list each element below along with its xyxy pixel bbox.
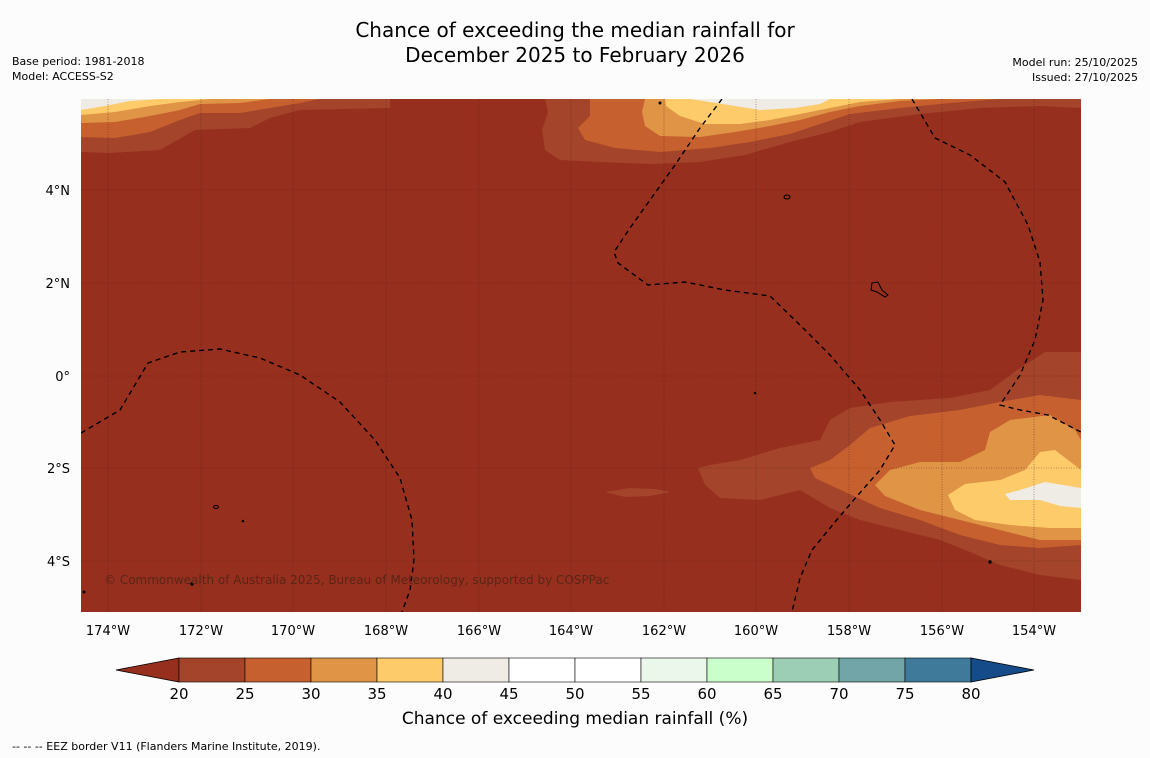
colorbar-cell bbox=[310, 657, 378, 683]
lon-tick-label: 168°W bbox=[364, 624, 408, 639]
contour-40-45-north bbox=[665, 99, 900, 124]
issued-text: Issued: 27/10/2025 bbox=[1031, 71, 1138, 84]
colorbar-tick-label: 35 bbox=[367, 685, 386, 703]
colorbar-cell bbox=[244, 657, 312, 683]
eez-border-west bbox=[81, 348, 415, 612]
meta-right: Model run: 25/10/2025 Issued: 27/10/2025 bbox=[1012, 55, 1138, 85]
lon-tick-label: 162°W bbox=[642, 624, 686, 639]
colorbar-above-arrow bbox=[970, 657, 1035, 683]
colorbar-tick-label: 75 bbox=[895, 685, 914, 703]
eez-legend-note: -- -- -- EEZ border V11 (Flanders Marine… bbox=[12, 740, 321, 753]
colorbar-cell bbox=[904, 657, 972, 683]
eez-border-central bbox=[613, 99, 896, 612]
lon-tick-label: 174°W bbox=[86, 624, 130, 639]
map-area: © Commonwealth of Australia 2025, Bureau… bbox=[81, 99, 1081, 612]
island-outline bbox=[988, 560, 992, 564]
colorbar-cell bbox=[772, 657, 840, 683]
lon-tick-label: 160°W bbox=[734, 624, 778, 639]
lon-tick-label: 166°W bbox=[457, 624, 501, 639]
lat-axis-labels: 4°N 2°N 0° 2°S 4°S bbox=[46, 184, 71, 570]
title-line-1: Chance of exceeding the median rainfall … bbox=[355, 18, 795, 42]
lon-tick-label: 172°W bbox=[179, 624, 223, 639]
island-outline bbox=[658, 101, 662, 105]
lat-tick-label: 2°S bbox=[47, 462, 70, 477]
colorbar-cell bbox=[442, 657, 510, 683]
island-outline bbox=[753, 391, 757, 395]
contour-45-50-nw bbox=[81, 99, 160, 110]
island-outline bbox=[82, 590, 86, 594]
colorbar-tick-label: 20 bbox=[169, 685, 188, 703]
copyright-text: © Commonwealth of Australia 2025, Bureau… bbox=[104, 573, 609, 587]
chart-title: Chance of exceeding the median rainfall … bbox=[0, 18, 1150, 68]
colorbar-tick-label: 65 bbox=[763, 685, 782, 703]
base-period-text: Base period: 1981-2018 bbox=[12, 55, 145, 68]
colorbar-tick-label: 55 bbox=[631, 685, 650, 703]
colorbar-tick-label: 25 bbox=[235, 685, 254, 703]
model-text: Model: ACCESS-S2 bbox=[12, 70, 114, 83]
lon-tick-label: 156°W bbox=[920, 624, 964, 639]
colorbar-cell bbox=[178, 657, 246, 683]
colorbar-tick-label: 45 bbox=[499, 685, 518, 703]
contour-45-50-north bbox=[690, 99, 830, 110]
colorbar-label: Chance of exceeding median rainfall (%) bbox=[401, 709, 749, 729]
lat-tick-label: 0° bbox=[55, 370, 70, 385]
colorbar-tick-label: 80 bbox=[961, 685, 980, 703]
colorbar-cell bbox=[508, 657, 576, 683]
islands bbox=[82, 101, 992, 594]
colorbar: 20 25 30 35 40 45 50 55 60 65 70 75 80 bbox=[115, 657, 1035, 703]
lon-tick-label: 164°W bbox=[549, 624, 593, 639]
colorbar-tick-label: 40 bbox=[433, 685, 452, 703]
island-outline bbox=[190, 582, 194, 586]
colorbar-cell bbox=[706, 657, 774, 683]
island-outline bbox=[870, 281, 889, 298]
lat-tick-label: 4°N bbox=[46, 184, 71, 199]
meta-left: Base period: 1981-2018 Model: ACCESS-S2 bbox=[12, 54, 144, 84]
eez-borders bbox=[81, 99, 1081, 612]
contour-45-50-se bbox=[1005, 482, 1081, 508]
lat-tick-label: 2°N bbox=[46, 277, 71, 292]
lon-axis-labels: 174°W 172°W 170°W 168°W 166°W 164°W 162°… bbox=[86, 624, 1056, 639]
contour-40-45-se bbox=[948, 450, 1081, 528]
colorbar-cell bbox=[838, 657, 906, 683]
colorbar-tick-label: 50 bbox=[565, 685, 584, 703]
island-outline bbox=[783, 194, 791, 200]
title-line-2: December 2025 to February 2026 bbox=[405, 43, 745, 67]
eez-border-east bbox=[911, 99, 1081, 433]
colorbar-cell bbox=[640, 657, 708, 683]
island-outline bbox=[241, 519, 245, 523]
colorbar-cell bbox=[376, 657, 444, 683]
lon-tick-label: 158°W bbox=[827, 624, 871, 639]
colorbar-tick-label: 30 bbox=[301, 685, 320, 703]
model-run-text: Model run: 25/10/2025 bbox=[1012, 56, 1138, 69]
graticule bbox=[81, 99, 1081, 612]
colorbar-cell bbox=[574, 657, 642, 683]
lon-tick-label: 154°W bbox=[1012, 624, 1056, 639]
contour-25-30-tongue bbox=[605, 488, 670, 497]
colorbar-tick-label: 60 bbox=[697, 685, 716, 703]
colorbar-below-arrow bbox=[115, 657, 180, 683]
island-outline bbox=[213, 505, 219, 509]
lat-tick-label: 4°S bbox=[47, 555, 70, 570]
lon-tick-label: 170°W bbox=[271, 624, 315, 639]
colorbar-tick-label: 70 bbox=[829, 685, 848, 703]
